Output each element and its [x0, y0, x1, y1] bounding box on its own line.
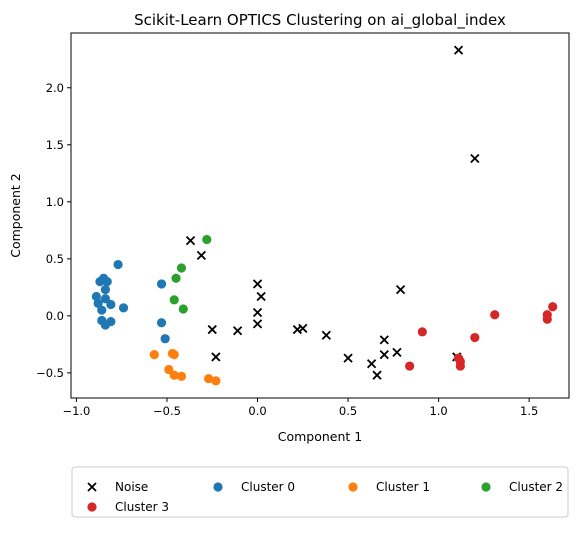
legend-marker-cluster-2	[481, 482, 491, 492]
noise-point	[343, 353, 353, 363]
cluster-2-point	[169, 295, 179, 305]
cluster-0-point	[100, 285, 111, 295]
y-tick-label: −0.5	[36, 366, 64, 380]
noise-point	[252, 307, 263, 318]
cluster-3-point	[455, 361, 465, 371]
x-axis-ticks: −1.0 −0.5 0.0 0.5 1.0 1.5	[62, 398, 538, 418]
cluster-0-point	[156, 318, 167, 328]
x-tick-label: 0.0	[248, 404, 266, 418]
y-tick-label: 1.5	[46, 138, 64, 152]
cluster-1-point	[169, 370, 179, 380]
cluster-3-point	[490, 310, 500, 320]
cluster-0-point	[95, 277, 105, 287]
cluster-0-point	[106, 299, 116, 310]
chart-title: Scikit-Learn OPTICS Clustering on ai_glo…	[134, 11, 506, 30]
noise-point	[453, 45, 464, 55]
cluster-1-point	[169, 350, 179, 360]
y-axis-label: Component 2	[8, 173, 23, 258]
noise-point	[232, 326, 243, 336]
noise-point	[395, 285, 406, 295]
x-tick-label: 0.5	[339, 404, 357, 418]
x-tick-label: 1.5	[520, 404, 538, 418]
cluster-0-point	[97, 305, 107, 315]
noise-point	[379, 350, 389, 360]
noise-point	[298, 323, 308, 334]
cluster-1-point	[204, 374, 214, 384]
cluster-0-point	[106, 316, 116, 327]
legend-label-cluster-0: Cluster 0	[241, 480, 295, 494]
noise-point	[392, 347, 402, 358]
y-tick-label: 1.0	[46, 195, 64, 209]
legend-marker-cluster-0	[213, 482, 223, 492]
cluster-1-point	[164, 364, 174, 375]
noise-point	[207, 324, 217, 335]
y-tick-label: 2.0	[46, 81, 64, 95]
cluster-0-point	[118, 303, 129, 313]
legend-label-cluster-3: Cluster 3	[115, 500, 169, 514]
noise-point	[252, 319, 263, 329]
noise-point	[321, 330, 331, 340]
x-tick-label: −0.5	[153, 404, 181, 418]
noise-point	[196, 250, 207, 261]
noise-point	[379, 335, 389, 345]
cluster-0-point	[93, 298, 103, 308]
legend-label-cluster-2: Cluster 2	[509, 480, 563, 494]
cluster-0-point	[113, 259, 123, 270]
legend: Noise Cluster 0 Cluster 1 Cluster 2 Cluster …	[71, 466, 569, 518]
cluster-3-point	[470, 332, 480, 343]
cluster-1-point	[176, 371, 187, 381]
noise-point	[252, 279, 263, 289]
cluster-1-point	[149, 350, 159, 360]
y-tick-label: 0.0	[46, 309, 64, 323]
legend-marker-noise	[87, 482, 97, 492]
cluster-2-point	[178, 304, 188, 314]
noise-point	[470, 153, 480, 164]
plot-frame	[70, 32, 570, 399]
y-axis-ticks: −0.5 0.0 0.5 1.0 1.5 2.0	[36, 81, 71, 380]
cluster-2-point	[176, 263, 187, 273]
data-points	[91, 45, 558, 386]
cluster-0-point	[102, 277, 112, 287]
x-axis-label: Component 1	[278, 429, 363, 444]
cluster-0-point	[156, 279, 167, 289]
noise-point	[256, 291, 266, 302]
cluster-1-point	[211, 376, 221, 386]
cluster-3-point	[542, 314, 552, 324]
y-tick-label: 0.5	[46, 252, 64, 266]
cluster-2-point	[171, 273, 181, 283]
cluster-2-point	[202, 234, 212, 245]
cluster-3-point	[405, 361, 415, 371]
noise-point	[211, 352, 221, 362]
noise-point	[185, 235, 196, 246]
x-tick-label: 1.0	[429, 404, 447, 418]
x-tick-label: −1.0	[62, 404, 90, 418]
cluster-0-point	[100, 294, 111, 304]
noise-point	[372, 370, 382, 380]
cluster-0-point	[160, 334, 170, 344]
cluster-3-point	[417, 327, 427, 337]
legend-label-noise: Noise	[115, 480, 148, 494]
cluster-3-point	[548, 302, 558, 312]
legend-label-cluster-1: Cluster 1	[376, 480, 430, 494]
legend-marker-cluster-1	[348, 482, 358, 492]
legend-frame	[71, 466, 569, 518]
legend-marker-cluster-3	[87, 502, 97, 512]
noise-point	[366, 359, 377, 369]
